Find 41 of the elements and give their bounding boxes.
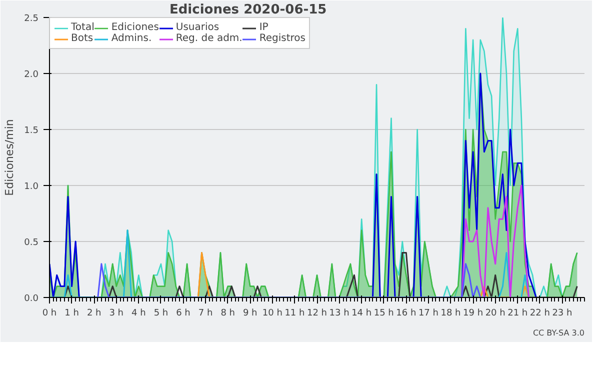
y-tick-label: 0.5 bbox=[24, 238, 39, 248]
x-tick-label: 1 h bbox=[64, 308, 79, 318]
legend-label: Bots bbox=[71, 33, 94, 44]
x-tick-label: 12 h bbox=[306, 308, 328, 318]
legend-label: Registros bbox=[259, 33, 306, 44]
legend-label: Ediciones bbox=[111, 22, 159, 33]
x-tick-label: 4 h bbox=[132, 308, 146, 318]
x-tick-label: 6 h bbox=[176, 308, 190, 318]
legend-label: Reg. de adm. bbox=[176, 33, 242, 44]
x-tick-label: 8 h bbox=[220, 308, 235, 318]
legend-label: Usuarios bbox=[176, 22, 220, 33]
x-tick-label: 10 h bbox=[262, 308, 282, 318]
chart-title: Ediciones 2020-06-15 bbox=[170, 2, 327, 18]
x-tick-label: 0 h bbox=[42, 308, 57, 318]
y-tick-label: 2.0 bbox=[24, 70, 39, 80]
legend-label: IP bbox=[259, 22, 270, 33]
y-tick-label: 1.0 bbox=[24, 182, 39, 192]
x-tick-label: 13 h bbox=[329, 308, 350, 318]
x-tick-label: 5 h bbox=[154, 308, 168, 318]
x-tick-label: 21 h bbox=[508, 308, 528, 318]
x-tick-label: 11 h bbox=[284, 308, 305, 318]
x-tick-label: 15 h bbox=[374, 308, 394, 318]
x-tick-label: 17 h bbox=[418, 308, 438, 318]
text: CC BY-SA 3.0 bbox=[532, 328, 585, 338]
legend-label: Admins. bbox=[111, 33, 152, 44]
x-tick-label: 23 h bbox=[552, 308, 572, 318]
x-tick-label: 18 h bbox=[440, 308, 461, 318]
x-tick-label: 7 h bbox=[198, 308, 213, 318]
y-tick-label: 1.5 bbox=[24, 126, 39, 136]
x-tick-label: 2 h bbox=[86, 308, 102, 318]
x-tick-label: 16 h bbox=[396, 308, 416, 318]
legend-label: Total bbox=[71, 22, 94, 33]
x-tick-label: 22 h bbox=[530, 308, 550, 318]
x-tick-label: 14 h bbox=[352, 308, 372, 318]
y-axis-title: Ediciones/min bbox=[3, 119, 16, 196]
x-tick-label: 20 h bbox=[485, 308, 506, 318]
x-tick-label: 9 h bbox=[242, 308, 258, 318]
x-tick-label: 19 h bbox=[463, 308, 484, 318]
x-tick-label: 3 h bbox=[109, 308, 124, 318]
y-tick-label: 2.5 bbox=[24, 14, 39, 24]
y-tick-label: 0.0 bbox=[24, 294, 39, 304]
